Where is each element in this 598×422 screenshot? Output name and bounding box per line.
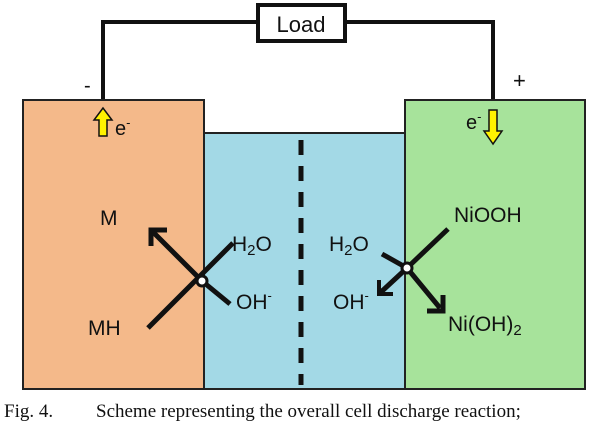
right-oh-arrowhead-icon <box>377 280 393 296</box>
left-reaction-arrowhead-icon <box>148 227 167 246</box>
right-reaction-node <box>400 261 414 275</box>
electron-arrow-down-icon <box>482 109 504 146</box>
positive-terminal-sign: + <box>513 68 526 93</box>
load-box <box>256 3 347 43</box>
left-reaction-line-product <box>151 230 204 283</box>
electron-arrow-up-icon <box>92 106 114 137</box>
figure-caption: Fig. 4. Scheme representing the overall c… <box>4 402 598 422</box>
load-label: Load <box>277 12 326 37</box>
left-oh-label: OH- <box>236 288 272 314</box>
anode-species-m: M <box>100 207 118 230</box>
external-wire-left <box>101 20 258 100</box>
right-reaction-line-product <box>405 266 442 310</box>
figure-caption-text: Scheme representing the overall cell dis… <box>96 402 521 422</box>
external-wire-right <box>345 20 495 100</box>
cathode-species-niooh: NiOOH <box>454 204 522 227</box>
electron-label-left: e- <box>115 115 130 140</box>
left-reaction-line-main <box>146 241 235 330</box>
right-reaction-arrowhead-icon <box>427 295 446 314</box>
right-oh-label: OH- <box>333 288 369 314</box>
anode-electrode <box>22 99 205 390</box>
negative-terminal-sign: - <box>84 75 91 97</box>
figure-number: Fig. 4. <box>4 402 54 422</box>
electron-label-right: e- <box>466 109 481 134</box>
anode-species-mh: MH <box>88 317 121 340</box>
cathode-species-nioh2: Ni(OH)2 <box>448 313 522 339</box>
right-reaction-line-niooh <box>405 227 450 270</box>
right-h2o-label: H2O <box>329 233 369 259</box>
electrolyte-region <box>201 132 408 390</box>
left-reaction-node <box>195 274 209 288</box>
left-h2o-label: H2O <box>232 233 272 259</box>
